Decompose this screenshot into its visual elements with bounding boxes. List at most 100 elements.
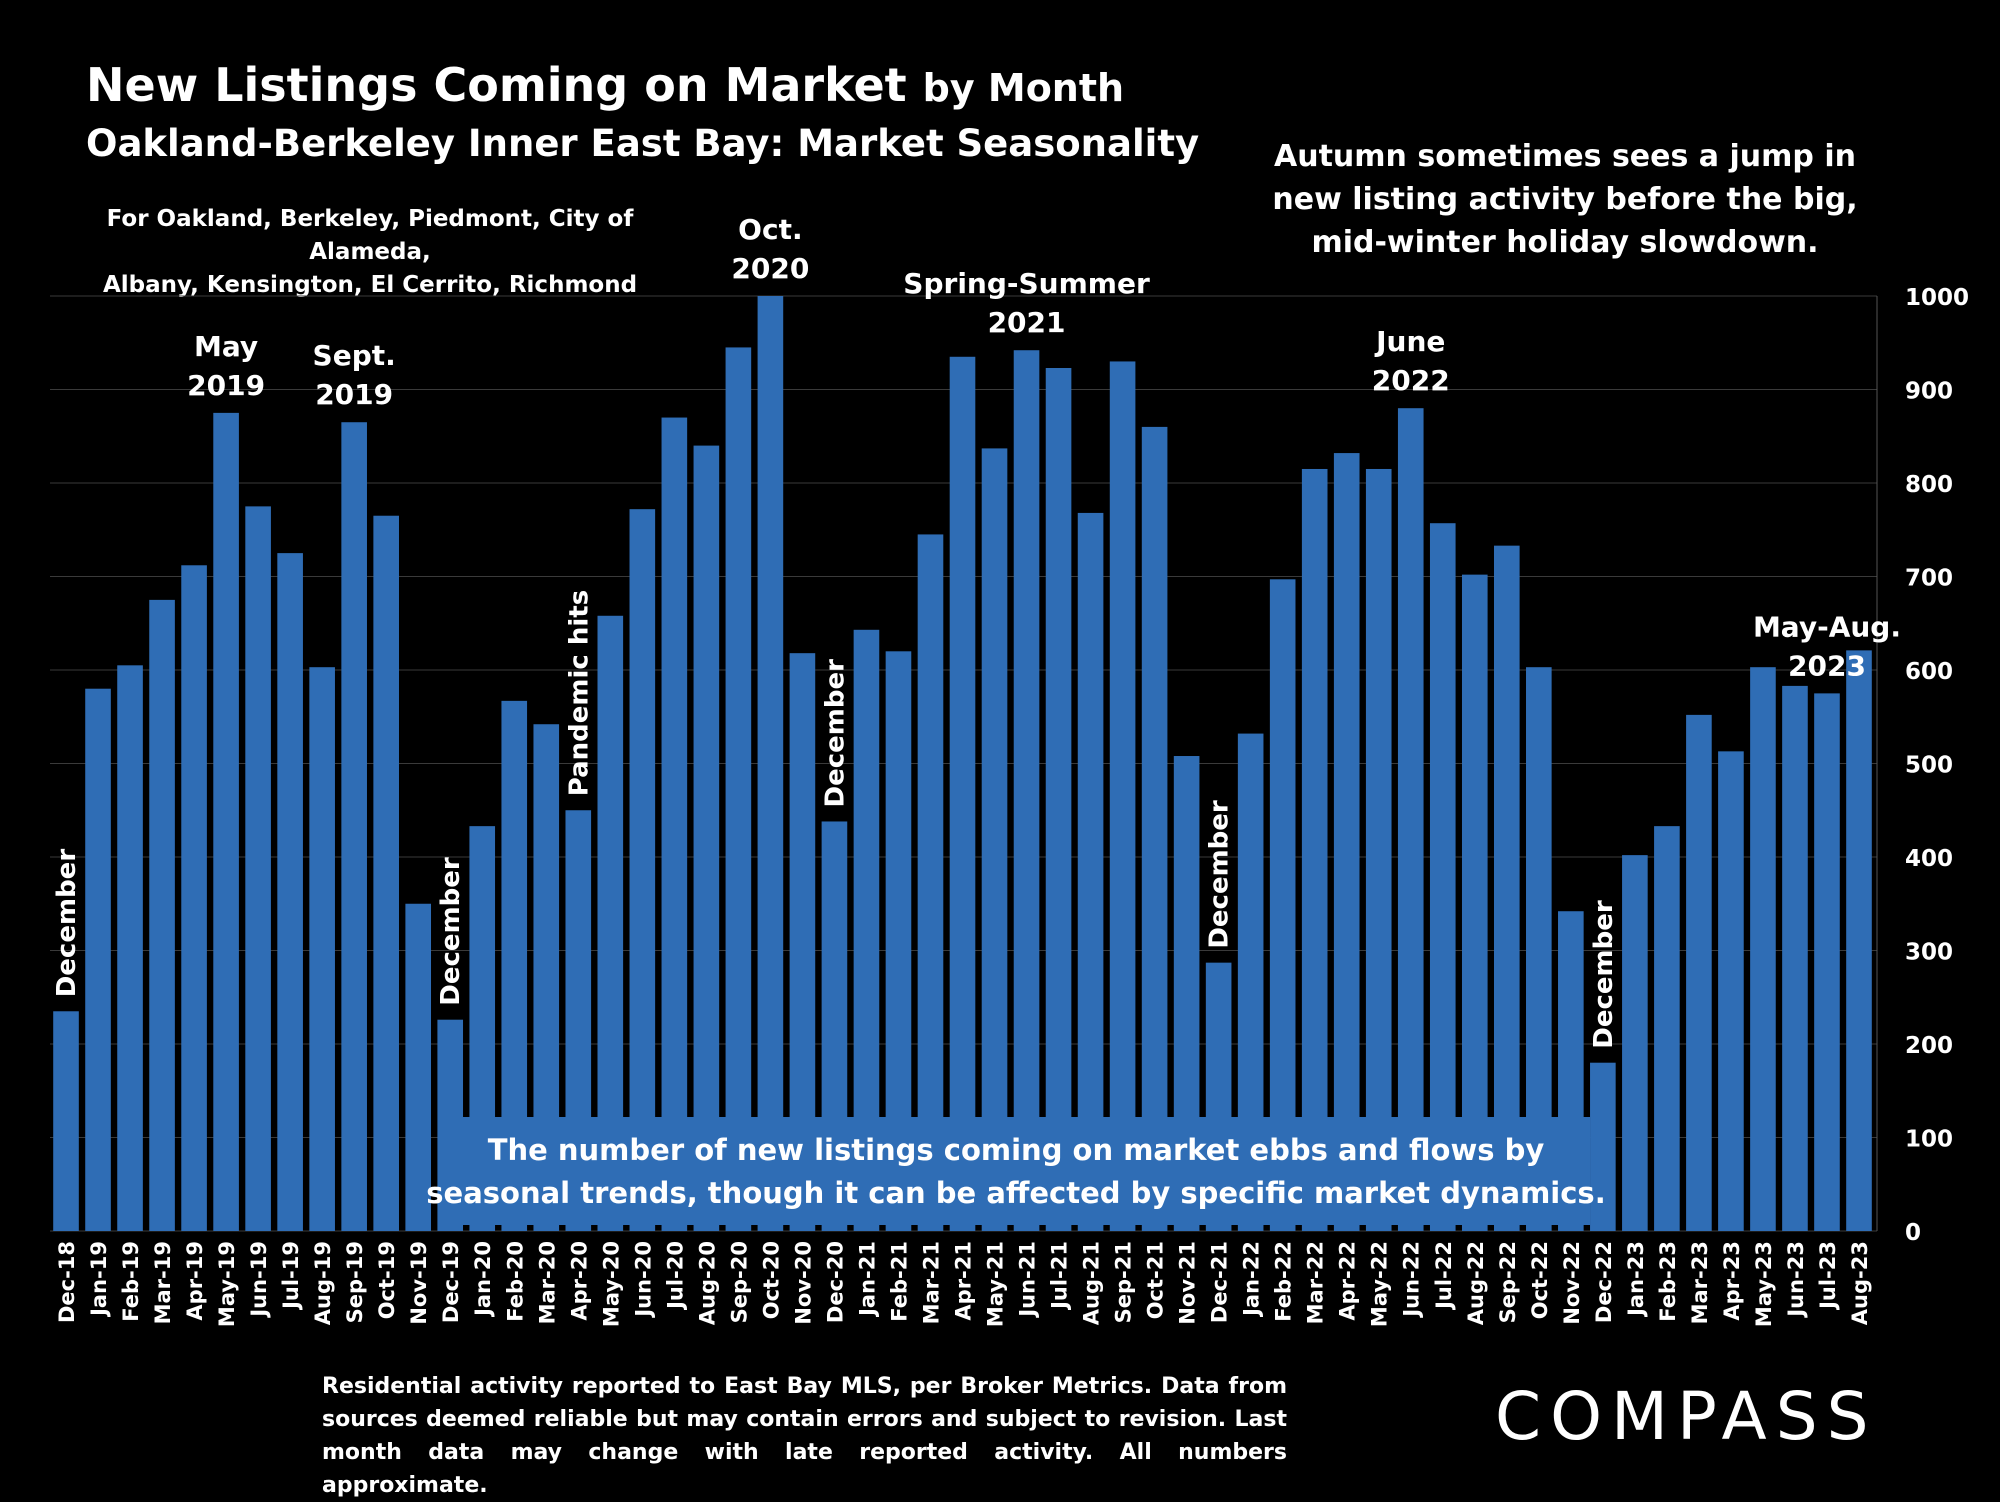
x-tick-label: Oct-19 [375, 1241, 399, 1319]
bar [661, 417, 688, 1231]
bar [1718, 751, 1744, 1231]
y-tick-label: 500 [1905, 753, 1953, 779]
x-tick-label: Nov-22 [1560, 1241, 1584, 1325]
chart-subtitle: Oakland-Berkeley Inner East Bay: Market … [86, 122, 1200, 165]
autumn-note: Autumn sometimes sees a jump in new list… [1270, 135, 1860, 264]
annotation-label: December [820, 659, 850, 808]
x-tick-label: Jul-20 [663, 1241, 687, 1311]
x-tick-label: Mar-19 [151, 1241, 175, 1324]
x-tick-label: Mar-20 [535, 1241, 559, 1324]
bar [117, 665, 143, 1231]
info-box-text: The number of new listings coming on mar… [488, 1133, 1545, 1167]
autumn-note-line2: new listing activity before the big, [1272, 182, 1858, 217]
bar [1141, 426, 1168, 1231]
info-box-text: seasonal trends, though it can be affect… [426, 1176, 1605, 1210]
bar [1109, 361, 1136, 1231]
bar [1493, 545, 1520, 1231]
annotation-label: December [1589, 900, 1619, 1049]
x-tick-label: Feb-23 [1656, 1241, 1680, 1322]
x-tick-label: Feb-22 [1272, 1241, 1296, 1322]
x-tick-label: Apr-21 [952, 1241, 976, 1321]
x-tick-label: Sep-20 [727, 1241, 751, 1323]
compass-logo: COMPASS [1495, 1378, 1878, 1455]
x-tick-label: Dec-21 [1208, 1241, 1232, 1323]
x-tick-label: Jul-23 [1816, 1241, 1840, 1311]
coverage-note: For Oakland, Berkeley, Piedmont, City of… [90, 203, 650, 302]
x-tick-label: May-19 [215, 1241, 239, 1327]
annotation-label: 2021 [988, 306, 1066, 339]
bar [1750, 667, 1776, 1231]
x-tick-label: Dec-22 [1592, 1241, 1616, 1323]
y-tick-label: 100 [1905, 1127, 1953, 1153]
annotation-label: December [436, 857, 466, 1006]
x-tick-label: Feb-21 [887, 1241, 911, 1322]
autumn-note-line1: Autumn sometimes sees a jump in [1274, 139, 1856, 174]
autumn-note-line3: mid-winter holiday slowdown. [1311, 225, 1819, 260]
bar [949, 356, 976, 1231]
bar [1333, 453, 1360, 1232]
annotation-label: 2020 [731, 252, 809, 285]
bar [1045, 367, 1072, 1231]
annotation-label: 2019 [187, 369, 265, 402]
x-tick-label: Oct-21 [1144, 1241, 1168, 1319]
bar [1365, 468, 1392, 1232]
x-tick-label: Oct-20 [759, 1241, 783, 1319]
x-tick-label: May-23 [1752, 1241, 1776, 1327]
bar [277, 553, 303, 1231]
x-tick-label: Aug-23 [1848, 1241, 1872, 1325]
bar [629, 509, 656, 1231]
annotation-label: Sept. [313, 339, 396, 372]
y-tick-label: 1000 [1905, 285, 1969, 311]
x-tick-label: Dec-18 [55, 1241, 79, 1323]
x-tick-label: Feb-19 [119, 1241, 143, 1322]
x-tick-label: Jun-23 [1784, 1241, 1808, 1319]
bar [1686, 714, 1712, 1231]
bar [1429, 523, 1456, 1231]
bar [1301, 468, 1328, 1232]
x-tick-label: Jan-22 [1240, 1241, 1264, 1318]
bar [981, 448, 1008, 1231]
bar [917, 534, 944, 1231]
bar [405, 903, 432, 1231]
x-tick-label: Mar-21 [919, 1241, 943, 1324]
x-tick-label: Jul-19 [279, 1241, 303, 1311]
x-tick-label: Nov-19 [407, 1241, 431, 1325]
x-tick-label: Mar-23 [1688, 1241, 1712, 1324]
x-tick-label: Jun-20 [631, 1241, 655, 1319]
x-tick-label: Nov-20 [791, 1241, 815, 1325]
bar [181, 565, 207, 1231]
x-tick-label: Jan-23 [1624, 1241, 1648, 1318]
x-tick-label: Feb-20 [503, 1241, 527, 1322]
bar [725, 347, 752, 1231]
info-box [442, 1117, 1590, 1225]
annotation-label: Spring-Summer [903, 267, 1150, 300]
bar [1654, 826, 1680, 1231]
y-tick-label: 400 [1905, 846, 1953, 872]
x-tick-label: Aug-22 [1464, 1241, 1488, 1325]
bar [1622, 855, 1648, 1231]
y-tick-label: 300 [1905, 940, 1953, 966]
bar [1077, 512, 1104, 1231]
bar [309, 667, 335, 1231]
annotation-label: December [1205, 800, 1235, 949]
x-tick-label: Jan-21 [855, 1241, 879, 1318]
x-tick-label: Aug-20 [695, 1241, 719, 1325]
x-tick-label: Nov-21 [1176, 1241, 1200, 1325]
source-footnote: Residential activity reported to East Ba… [322, 1374, 1287, 1498]
x-tick-label: Jan-19 [87, 1241, 111, 1318]
x-tick-label: Sep-22 [1496, 1241, 1520, 1323]
bar [245, 506, 271, 1231]
y-tick-label: 600 [1905, 659, 1953, 685]
x-tick-label: Apr-23 [1720, 1241, 1744, 1321]
annotation-label: June [1374, 325, 1445, 358]
bar [1846, 650, 1872, 1231]
annotation-label: 2019 [315, 378, 393, 411]
bar [1013, 350, 1040, 1232]
bar [373, 515, 399, 1231]
coverage-note-line2: Albany, Kensington, El Cerrito, Richmond [102, 272, 638, 298]
bar [1590, 1062, 1616, 1231]
x-tick-label: Jun-19 [247, 1241, 271, 1319]
bar [1397, 408, 1424, 1231]
bar [341, 422, 367, 1232]
